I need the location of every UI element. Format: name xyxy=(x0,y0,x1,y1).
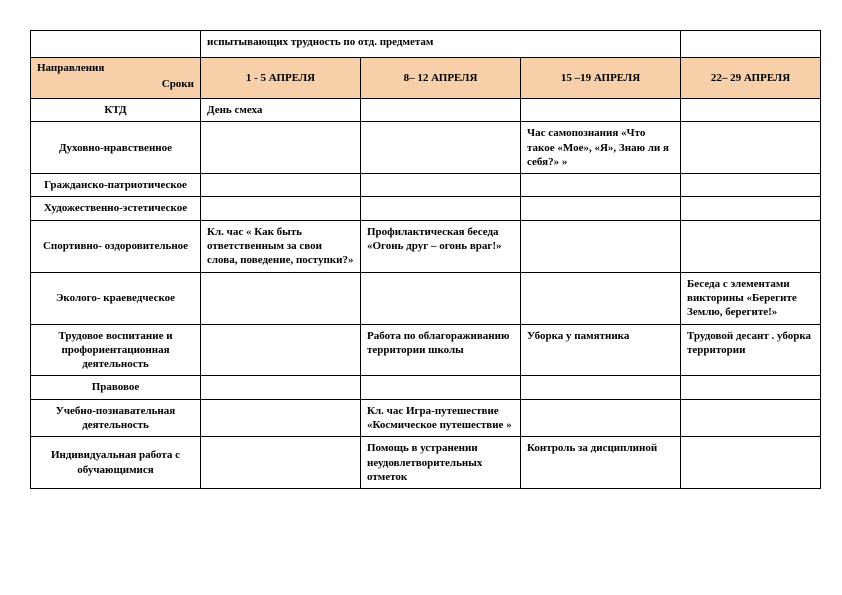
top-note-cell: испытывающих трудность по отд. предметам xyxy=(201,31,681,58)
row-label: Спортивно- оздоровительное xyxy=(31,220,201,272)
cell: Час самопознания «Что такое «Мое», «Я», … xyxy=(521,122,681,174)
cell xyxy=(201,122,361,174)
cell: День смеха xyxy=(201,99,361,122)
table-row: Художественно-эстетическое xyxy=(31,197,821,220)
cell xyxy=(521,376,681,399)
cell xyxy=(681,376,821,399)
cell: Кл. час Игра-путешествие «Космическое пу… xyxy=(361,399,521,437)
cell: Кл. час « Как быть ответственным за свои… xyxy=(201,220,361,272)
cell: Трудовой десант . уборка территории xyxy=(681,324,821,376)
header-dir-label: Направления xyxy=(37,62,104,74)
cell xyxy=(681,437,821,489)
cell xyxy=(681,122,821,174)
cell: Контроль за дисциплиной xyxy=(521,437,681,489)
header-col-3: 22– 29 АПРЕЛЯ xyxy=(681,58,821,99)
cell xyxy=(361,197,521,220)
cell: Уборка у памятника xyxy=(521,324,681,376)
cell xyxy=(361,174,521,197)
cell xyxy=(681,220,821,272)
cell xyxy=(681,174,821,197)
cell xyxy=(361,376,521,399)
cell xyxy=(361,122,521,174)
table-row: КТД День смеха xyxy=(31,99,821,122)
cell xyxy=(201,272,361,324)
cell xyxy=(201,197,361,220)
cell xyxy=(681,399,821,437)
row-label: Учебно-познавательная деятельность xyxy=(31,399,201,437)
header-col-0: 1 - 5 АПРЕЛЯ xyxy=(201,58,361,99)
header-col-2: 15 –19 АПРЕЛЯ xyxy=(521,58,681,99)
table-row: Учебно-познавательная деятельность Кл. ч… xyxy=(31,399,821,437)
cell: Работа по облагораживанию территории шко… xyxy=(361,324,521,376)
row-label: Трудовое воспитание и профориентационная… xyxy=(31,324,201,376)
cell xyxy=(201,324,361,376)
cell xyxy=(521,272,681,324)
header-dates-label: Сроки xyxy=(37,77,194,91)
schedule-table: испытывающих трудность по отд. предметам… xyxy=(30,30,821,489)
table-row: Трудовое воспитание и профориентационная… xyxy=(31,324,821,376)
row-label: КТД xyxy=(31,99,201,122)
header-row: Направления Сроки 1 - 5 АПРЕЛЯ 8– 12 АПР… xyxy=(31,58,821,99)
row-label: Гражданско-патриотическое xyxy=(31,174,201,197)
table-row: Гражданско-патриотическое xyxy=(31,174,821,197)
table-row: Духовно-нравственное Час самопознания «Ч… xyxy=(31,122,821,174)
cell xyxy=(361,272,521,324)
cell xyxy=(521,174,681,197)
cell xyxy=(521,399,681,437)
header-col-1: 8– 12 АПРЕЛЯ xyxy=(361,58,521,99)
row-label: Духовно-нравственное xyxy=(31,122,201,174)
row-label: Индивидуальная работа с обучающимися xyxy=(31,437,201,489)
row-label: Художественно-эстетическое xyxy=(31,197,201,220)
row-label: Правовое xyxy=(31,376,201,399)
cell xyxy=(361,99,521,122)
header-directions: Направления Сроки xyxy=(31,58,201,99)
cell xyxy=(201,399,361,437)
cell xyxy=(681,99,821,122)
cell xyxy=(521,220,681,272)
cell: Беседа с элементами викторины «Берегите … xyxy=(681,272,821,324)
cell xyxy=(201,174,361,197)
cell xyxy=(681,197,821,220)
top-note-empty-left xyxy=(31,31,201,58)
top-note-empty-right xyxy=(681,31,821,58)
cell: Помощь в устранении неудовлетворительных… xyxy=(361,437,521,489)
cell: Профилактическая беседа «Огонь друг – ог… xyxy=(361,220,521,272)
cell xyxy=(521,99,681,122)
table-row: Правовое xyxy=(31,376,821,399)
top-note-row: испытывающих трудность по отд. предметам xyxy=(31,31,821,58)
cell xyxy=(201,437,361,489)
table-row: Спортивно- оздоровительное Кл. час « Как… xyxy=(31,220,821,272)
cell xyxy=(201,376,361,399)
cell xyxy=(521,197,681,220)
row-label: Эколого- краеведческое xyxy=(31,272,201,324)
table-row: Эколого- краеведческое Беседа с элемента… xyxy=(31,272,821,324)
table-row: Индивидуальная работа с обучающимися Пом… xyxy=(31,437,821,489)
